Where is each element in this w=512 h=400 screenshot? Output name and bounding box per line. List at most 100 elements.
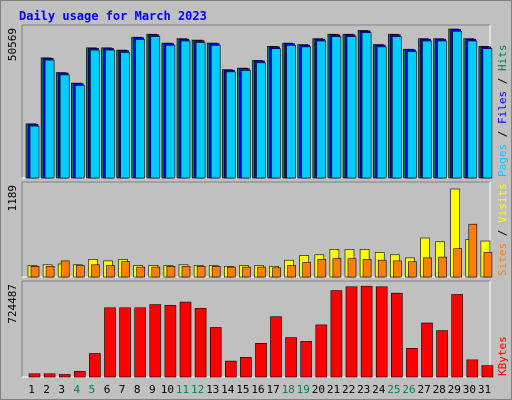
- x-tick-label-day-20: 20: [312, 383, 325, 396]
- bar-pages-day-4: [75, 85, 85, 179]
- visits-sites-panel: 1189 Sites / Visits: [6, 181, 509, 278]
- bar-kbytes-day-26: [406, 348, 418, 378]
- bar-kbytes-day-1: [28, 373, 41, 378]
- bar-sites-day-16: [257, 266, 266, 278]
- legend-separator: /: [496, 223, 509, 243]
- x-tick-label-day-6: 6: [104, 383, 111, 396]
- bar-pages-day-19: [301, 46, 312, 179]
- x-tick-label-day-29: 29: [448, 383, 461, 396]
- legend-separator: /: [496, 124, 509, 144]
- bar-kbytes-day-8: [134, 307, 146, 378]
- bar-kbytes-day-5: [89, 353, 101, 378]
- x-tick-label-day-23: 23: [357, 383, 370, 396]
- x-tick-label-day-28: 28: [433, 383, 446, 396]
- chart-title: Daily usage for March 2023: [19, 9, 207, 23]
- bar-kbytes-day-20: [315, 324, 328, 378]
- bar-pages-day-10: [165, 45, 176, 179]
- bar-pages-day-30: [467, 40, 478, 179]
- bar-sites-day-20: [317, 259, 327, 278]
- x-tick-label-day-25: 25: [387, 383, 400, 396]
- bar-pages-day-21: [331, 36, 342, 179]
- bar-pages-day-9: [150, 36, 161, 179]
- bar-pages-day-15: [241, 70, 251, 179]
- bar-sites-day-12: [196, 265, 206, 278]
- bar-sites-day-14: [227, 266, 236, 278]
- bar-kbytes-day-9: [149, 304, 162, 378]
- bar-kbytes-day-30: [466, 359, 479, 378]
- bar-pages-day-3: [59, 74, 70, 179]
- bar-kbytes-day-24: [375, 286, 388, 378]
- bar-sites-day-18: [287, 265, 296, 278]
- bar-kbytes-day-4: [74, 370, 86, 378]
- bar-sites-day-29: [453, 248, 463, 278]
- kbytes-panel: 724487 KBytes: [6, 280, 509, 378]
- bar-sites-day-28: [438, 256, 447, 278]
- x-tick-label-day-24: 24: [372, 383, 386, 396]
- bar-pages-day-2: [44, 59, 55, 179]
- bar-pages-day-1: [29, 125, 40, 179]
- bar-pages-day-13: [210, 45, 221, 179]
- bar-kbytes-day-29: [451, 294, 464, 378]
- x-tick-label-day-8: 8: [134, 383, 141, 396]
- bar-pages-day-14: [226, 71, 236, 179]
- bar-kbytes-day-7: [119, 307, 131, 378]
- bar-pages-day-6: [105, 49, 115, 179]
- bar-sites-day-2: [45, 265, 55, 278]
- bar-kbytes-day-18: [285, 337, 297, 378]
- x-tick-label-day-4: 4: [73, 383, 80, 396]
- kbytes-ymax-label: 724487: [6, 284, 19, 324]
- visits-sites-legend: Sites / Visits: [496, 183, 509, 276]
- bar-sites-day-17: [272, 267, 281, 278]
- bar-sites-day-11: [181, 265, 191, 278]
- x-tick-label-day-16: 16: [251, 383, 264, 396]
- bar-pages-day-28: [437, 40, 447, 179]
- bar-sites-day-27: [423, 257, 432, 278]
- x-tick-label-day-1: 1: [28, 383, 35, 396]
- bar-kbytes-day-21: [330, 290, 343, 378]
- bar-pages-day-25: [391, 36, 402, 179]
- bar-sites-day-10: [166, 265, 176, 278]
- x-tick-label-day-9: 9: [149, 383, 156, 396]
- x-tick-label-day-3: 3: [58, 383, 65, 396]
- bar-sites-day-19: [302, 262, 312, 278]
- bar-pages-day-27: [422, 40, 432, 179]
- bar-sites-day-5: [91, 264, 100, 278]
- kbytes-legend: KBytes: [496, 336, 509, 376]
- bar-kbytes-day-16: [255, 342, 267, 378]
- bar-kbytes-day-27: [421, 322, 433, 378]
- bar-kbytes-day-15: [240, 356, 252, 378]
- x-tick-label-day-2: 2: [43, 383, 50, 396]
- bar-kbytes-day-31: [481, 365, 494, 378]
- bar-kbytes-day-11: [179, 301, 192, 378]
- bar-pages-day-17: [271, 48, 281, 179]
- x-tick-label-day-27: 27: [417, 383, 430, 396]
- bar-kbytes-day-13: [209, 327, 222, 378]
- bar-sites-day-9: [151, 266, 161, 278]
- bar-sites-day-23: [362, 259, 372, 278]
- x-tick-label-day-14: 14: [221, 383, 235, 396]
- x-axis: 1 2 3 4 5 6 7 8 9 10 11 12 13 14 15 16 17 18 19 20 21 22 23 24 2…: [28, 383, 491, 396]
- hits-files-pages-ymax-label: 50569: [6, 28, 19, 61]
- bar-sites-day-21: [332, 258, 342, 278]
- bar-kbytes-day-17: [270, 316, 282, 378]
- bar-pages-day-26: [407, 51, 417, 179]
- bar-pages-day-7: [120, 52, 130, 179]
- x-tick-label-day-5: 5: [89, 383, 96, 396]
- bar-kbytes-day-25: [390, 292, 403, 378]
- bar-sites-day-25: [392, 260, 402, 278]
- bar-kbytes-day-22: [345, 286, 358, 378]
- legend-visits: Visits: [496, 183, 509, 223]
- x-tick-label-day-19: 19: [297, 383, 310, 396]
- x-tick-label-day-31: 31: [478, 383, 491, 396]
- bar-sites-day-30: [468, 223, 478, 278]
- bar-sites-day-8: [136, 266, 145, 278]
- bar-pages-day-23: [361, 32, 372, 179]
- visits-sites-ymax-label: 1189: [6, 185, 19, 212]
- bar-kbytes-day-2: [43, 373, 56, 378]
- bar-sites-day-1: [30, 265, 40, 278]
- bar-kbytes-day-10: [164, 304, 177, 378]
- bar-pages-day-20: [316, 40, 327, 179]
- hits-files-pages-panel: 50569 Pages / Files / Hits: [6, 24, 509, 179]
- legend-separator: /: [496, 71, 509, 91]
